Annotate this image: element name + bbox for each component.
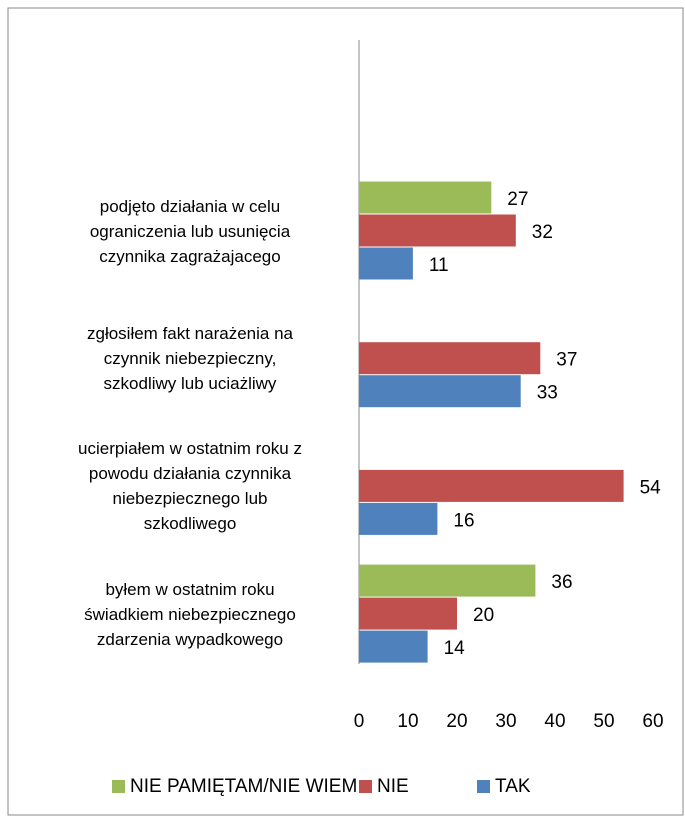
data-label: 16	[453, 510, 474, 531]
bar	[359, 181, 492, 214]
data-label: 14	[444, 638, 466, 659]
x-tick-label: 50	[593, 711, 614, 732]
legend-label: NIE PAMIĘTAM/NIE WIEM	[130, 776, 357, 797]
category-text: ucierpiałem w ostatnim roku z powodu dzi…	[78, 439, 302, 534]
category-label: ucierpiałem w ostatnim roku z powodu dzi…	[78, 439, 302, 534]
bar	[359, 564, 536, 597]
data-label: 27	[507, 189, 528, 210]
category-text: zgłosiłem fakt narażenia na czynnik nieb…	[86, 324, 293, 394]
x-tick-label: 40	[544, 711, 565, 732]
category-label: zgłosiłem fakt narażenia na czynnik nieb…	[86, 324, 293, 394]
bar	[359, 247, 413, 280]
chart-frame	[7, 7, 684, 816]
data-label: 54	[640, 477, 662, 498]
x-tick-label: 60	[642, 711, 663, 732]
bar	[359, 597, 457, 630]
data-label: 11	[429, 255, 449, 276]
legend-swatch	[112, 780, 125, 793]
legend-swatch	[477, 780, 490, 793]
bar	[359, 375, 521, 408]
x-tick-label: 20	[446, 711, 467, 732]
x-tick-label: 30	[495, 711, 516, 732]
x-tick-label: 0	[354, 711, 365, 732]
category-text: byłem w ostatnim roku świadkiem niebezpi…	[84, 579, 296, 649]
data-label: 32	[532, 222, 553, 243]
legend-label: TAK	[495, 776, 531, 797]
data-label: 37	[556, 350, 577, 371]
legend-swatch	[359, 780, 372, 793]
data-label: 33	[537, 383, 558, 404]
data-label: 20	[473, 605, 494, 626]
category-label: podjęto działania w celu ograniczenia lu…	[89, 196, 291, 266]
bar	[359, 214, 516, 247]
bar	[359, 469, 624, 502]
bar	[359, 342, 541, 375]
legend-label: NIE	[377, 776, 409, 797]
data-label: 36	[551, 572, 572, 593]
category-label: byłem w ostatnim roku świadkiem niebezpi…	[84, 579, 296, 649]
bar	[359, 502, 438, 535]
x-tick-label: 10	[397, 711, 418, 732]
bar	[359, 630, 428, 663]
category-text: podjęto działania w celu ograniczenia lu…	[89, 196, 291, 266]
